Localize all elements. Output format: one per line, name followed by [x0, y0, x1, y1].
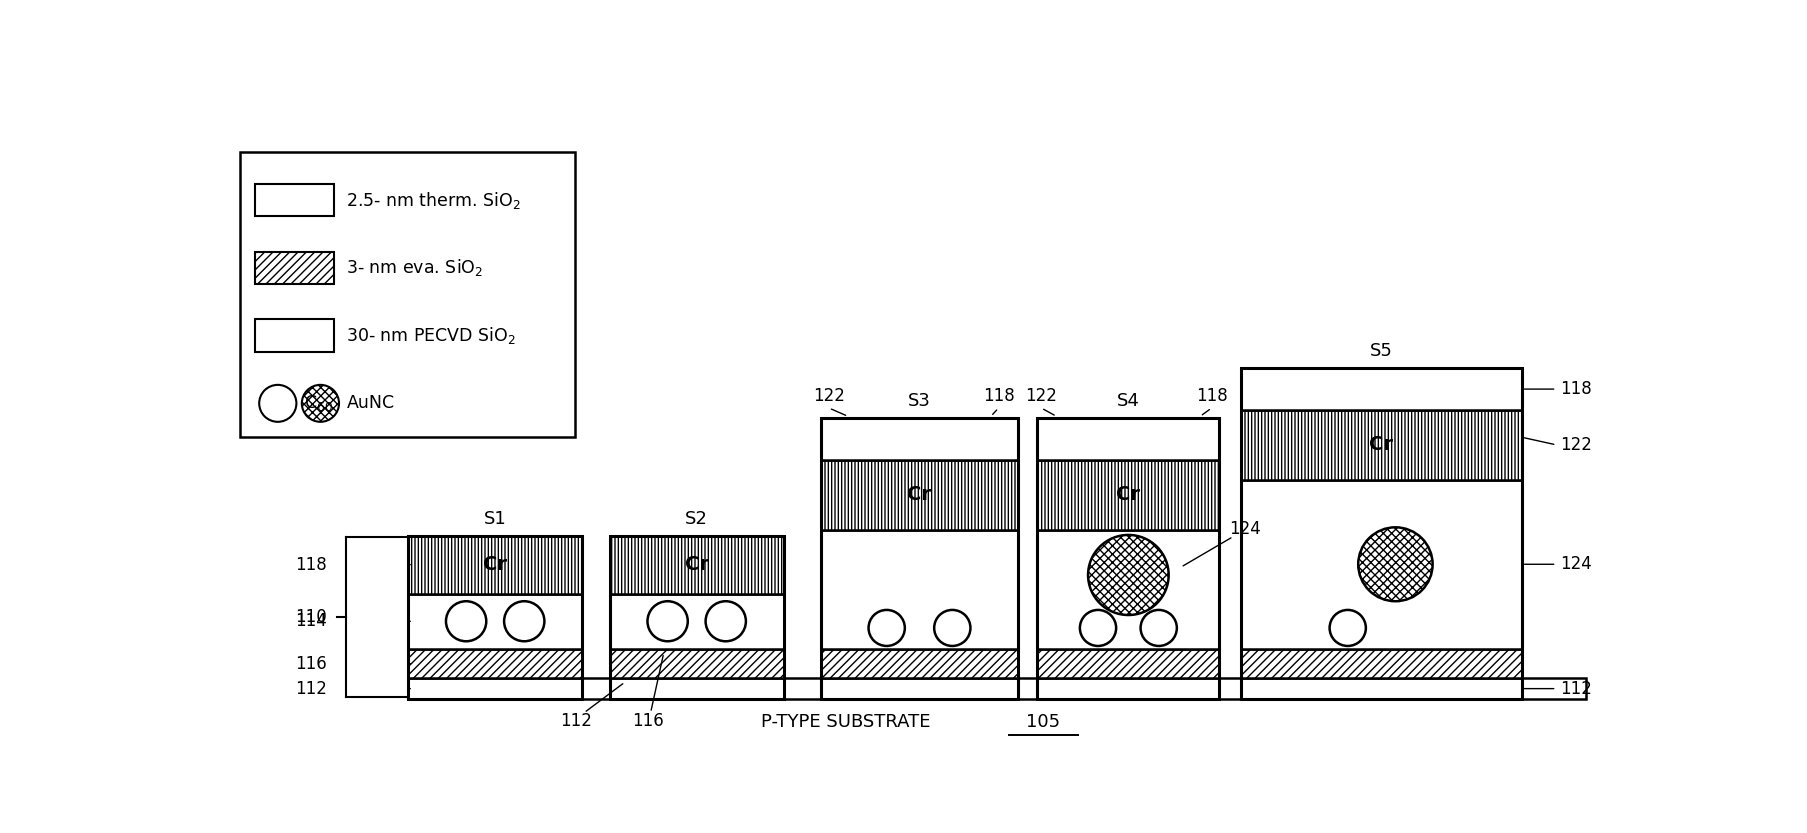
Circle shape	[1140, 610, 1176, 646]
Circle shape	[1088, 535, 1169, 615]
Text: S2: S2	[685, 510, 708, 528]
Text: Cr: Cr	[1370, 436, 1393, 455]
Text: 124: 124	[1561, 556, 1592, 573]
Bar	[1037, 461, 1220, 530]
Bar	[255, 319, 334, 352]
Bar	[609, 536, 784, 699]
Text: 114: 114	[295, 612, 327, 631]
Bar	[820, 530, 1017, 649]
Text: 118: 118	[1196, 387, 1227, 406]
Circle shape	[705, 601, 746, 641]
Bar	[408, 536, 582, 594]
Circle shape	[504, 601, 544, 641]
Text: 110: 110	[295, 608, 327, 626]
Text: 122: 122	[1561, 436, 1592, 454]
Circle shape	[1330, 610, 1366, 646]
Circle shape	[446, 601, 486, 641]
Text: 116: 116	[295, 655, 327, 672]
Circle shape	[258, 385, 296, 421]
Text: Cr: Cr	[482, 555, 508, 574]
Bar	[408, 678, 1587, 699]
Bar	[255, 252, 334, 284]
Text: 124: 124	[1229, 520, 1261, 538]
Text: 112: 112	[560, 711, 593, 730]
Bar	[1037, 649, 1220, 678]
Text: 118: 118	[983, 387, 1014, 406]
Text: 3- nm eva. SiO$_2$: 3- nm eva. SiO$_2$	[345, 257, 482, 278]
Bar	[408, 649, 582, 678]
Text: 116: 116	[632, 711, 665, 730]
Circle shape	[934, 610, 970, 646]
Text: S3: S3	[909, 392, 931, 410]
Bar	[1241, 368, 1521, 411]
Text: 118: 118	[1561, 380, 1592, 398]
Text: S1: S1	[484, 510, 506, 528]
Text: Cr: Cr	[1117, 486, 1140, 505]
Bar	[1241, 368, 1521, 699]
Bar	[820, 649, 1017, 678]
Text: S5: S5	[1370, 342, 1393, 360]
Circle shape	[647, 601, 688, 641]
Bar	[609, 594, 784, 649]
Text: P-TYPE SUBSTRATE: P-TYPE SUBSTRATE	[761, 713, 931, 731]
Text: 112: 112	[295, 680, 327, 697]
Bar	[820, 418, 1017, 461]
Bar	[1241, 480, 1521, 649]
Bar	[1241, 411, 1521, 480]
Circle shape	[1081, 610, 1117, 646]
Bar	[609, 536, 784, 594]
Bar	[1037, 530, 1220, 649]
Bar	[240, 152, 575, 437]
Text: 30- nm PECVD SiO$_2$: 30- nm PECVD SiO$_2$	[345, 325, 517, 346]
Text: 118: 118	[295, 556, 327, 574]
Bar	[408, 536, 582, 699]
Text: AuNC: AuNC	[347, 394, 396, 412]
Circle shape	[1359, 527, 1433, 601]
Text: Cr: Cr	[907, 486, 931, 505]
Circle shape	[302, 385, 340, 421]
Text: S4: S4	[1117, 392, 1140, 410]
Text: 105: 105	[1026, 713, 1061, 731]
Bar	[820, 418, 1017, 699]
Text: 122: 122	[813, 387, 844, 406]
Bar	[1241, 649, 1521, 678]
Bar	[408, 594, 582, 649]
Text: Cr: Cr	[685, 555, 708, 574]
Bar	[1037, 418, 1220, 461]
Bar	[255, 184, 334, 217]
Bar	[820, 461, 1017, 530]
Text: C$_{60}$: C$_{60}$	[304, 393, 332, 413]
Bar	[609, 649, 784, 678]
Text: 112: 112	[1561, 680, 1592, 697]
Circle shape	[869, 610, 905, 646]
Text: 2.5- nm therm. SiO$_2$: 2.5- nm therm. SiO$_2$	[345, 190, 520, 211]
Bar	[1037, 418, 1220, 699]
Text: 122: 122	[1025, 387, 1057, 406]
